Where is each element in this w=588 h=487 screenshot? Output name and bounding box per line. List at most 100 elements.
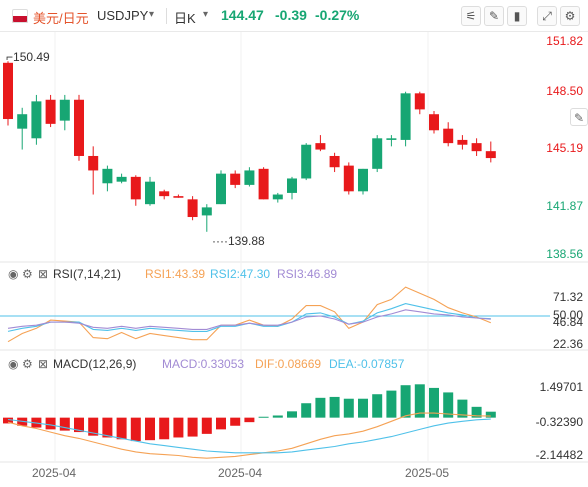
macd-bar xyxy=(287,411,297,418)
rsi1-label: RSI1:43.39 xyxy=(145,267,205,281)
macd-bar xyxy=(400,385,411,418)
macd-bar xyxy=(386,390,397,418)
macd-bar xyxy=(216,417,226,430)
candle-body xyxy=(145,181,155,205)
candle-body xyxy=(59,99,70,121)
price-tick: 138.56 xyxy=(546,247,583,261)
rsi-title: RSI(7,14,21) xyxy=(53,267,121,281)
candle-body xyxy=(102,168,113,184)
macd-bar xyxy=(130,417,141,442)
candle-body xyxy=(329,155,340,168)
indicator-box-icon[interactable]: ⊠ xyxy=(38,357,48,371)
macd-bar xyxy=(414,384,425,418)
macd-title: MACD(12,26,9) xyxy=(53,357,136,371)
candle-body xyxy=(443,128,454,144)
candle-body xyxy=(230,173,241,185)
candle-body xyxy=(201,207,212,216)
rsi-tick: 22.36 xyxy=(553,337,583,351)
candle-body xyxy=(343,165,354,192)
indicator-icon[interactable]: ⚟ xyxy=(461,6,481,26)
candle-body xyxy=(386,138,397,140)
candle-body xyxy=(130,176,141,200)
candle-body xyxy=(315,143,326,150)
rsi-group xyxy=(0,286,550,343)
candle-body xyxy=(457,139,468,145)
gear-icon[interactable]: ⚙ xyxy=(22,357,33,371)
candle-body xyxy=(287,178,297,193)
candle-body xyxy=(429,114,439,131)
macd-bar xyxy=(45,417,56,430)
candle-body xyxy=(173,196,184,198)
macd-bar xyxy=(201,417,212,434)
eye-icon[interactable]: ◉ xyxy=(8,267,18,281)
x-axis-label: 2025-04 xyxy=(32,466,76,480)
high-annotation-label: 150.49 xyxy=(13,50,50,64)
dea-line xyxy=(7,418,491,454)
macd-bar xyxy=(457,399,468,418)
candle-body xyxy=(45,99,56,124)
macd-bar xyxy=(74,417,84,433)
rsi-line-rsi1 xyxy=(7,286,492,343)
rsi2-label: RSI2:47.30 xyxy=(210,267,270,281)
candles-group xyxy=(3,61,496,232)
candle-body xyxy=(216,173,226,205)
rsi-tick: 71.32 xyxy=(553,290,583,304)
macd-bar xyxy=(244,417,255,423)
x-axis-label: 2025-05 xyxy=(405,466,449,480)
macd-bar xyxy=(358,398,368,418)
dif-label: DIF:0.08669 xyxy=(255,357,321,371)
macd-bar xyxy=(116,417,127,440)
pair-symbol[interactable]: USDJPY xyxy=(97,8,149,23)
period-selector[interactable]: 日K xyxy=(174,11,196,26)
macd-bar xyxy=(272,415,283,418)
price-tick: 151.82 xyxy=(546,34,583,48)
candle-body xyxy=(116,176,127,182)
flag-icon xyxy=(12,9,28,23)
chart-type-icon[interactable]: ▮ xyxy=(507,6,527,26)
candle-body xyxy=(17,114,28,129)
draw-icon[interactable]: ✎ xyxy=(484,6,504,26)
settings-icon[interactable]: ⚙ xyxy=(560,6,580,26)
gear-icon[interactable]: ⚙ xyxy=(22,267,33,281)
candle-body xyxy=(258,168,269,200)
dea-label: DEA:-0.07857 xyxy=(329,357,405,371)
candle-body xyxy=(400,93,411,140)
rsi-tick: 46.84 xyxy=(553,315,583,329)
macd-bar xyxy=(329,396,340,418)
candle-body xyxy=(3,62,13,120)
chevron-down-icon[interactable]: ▾ xyxy=(203,9,209,20)
candle-body xyxy=(414,93,425,110)
macd-label: MACD:0.33053 xyxy=(162,357,244,371)
x-axis-label: 2025-04 xyxy=(218,466,262,480)
pair-name-cn[interactable]: 美元/日元 xyxy=(33,11,89,26)
macd-bar xyxy=(301,403,312,418)
macd-bar xyxy=(372,394,383,418)
macd-tick: 1.49701 xyxy=(540,380,584,394)
macd-group xyxy=(3,384,496,459)
candle-body xyxy=(74,99,84,156)
candle-body xyxy=(372,138,383,169)
chevron-down-icon[interactable]: ▾ xyxy=(149,9,155,20)
low-annotation-label: 139.88 xyxy=(228,234,265,248)
macd-bar xyxy=(258,416,269,418)
macd-bar xyxy=(443,392,454,418)
macd-bar xyxy=(343,398,354,418)
fullscreen-icon[interactable]: ⤢ xyxy=(537,6,557,26)
macd-bar xyxy=(173,417,184,438)
candle-body xyxy=(301,144,312,179)
candle-body xyxy=(485,151,496,159)
indicator-box-icon[interactable]: ⊠ xyxy=(38,267,48,281)
draw-tool-icon[interactable]: ✎ xyxy=(570,108,588,126)
eye-icon[interactable]: ◉ xyxy=(8,357,18,371)
macd-bar xyxy=(102,417,113,438)
price-change-pct: -0.27% xyxy=(315,7,360,23)
macd-bar xyxy=(59,417,70,431)
divider xyxy=(166,8,167,24)
price-tick: 141.87 xyxy=(546,199,583,213)
macd-bar xyxy=(315,397,326,418)
price-tick: 145.19 xyxy=(546,141,583,155)
candle-body xyxy=(159,191,170,197)
rsi3-label: RSI3:46.89 xyxy=(277,267,337,281)
macd-tick: -0.32390 xyxy=(536,415,584,429)
